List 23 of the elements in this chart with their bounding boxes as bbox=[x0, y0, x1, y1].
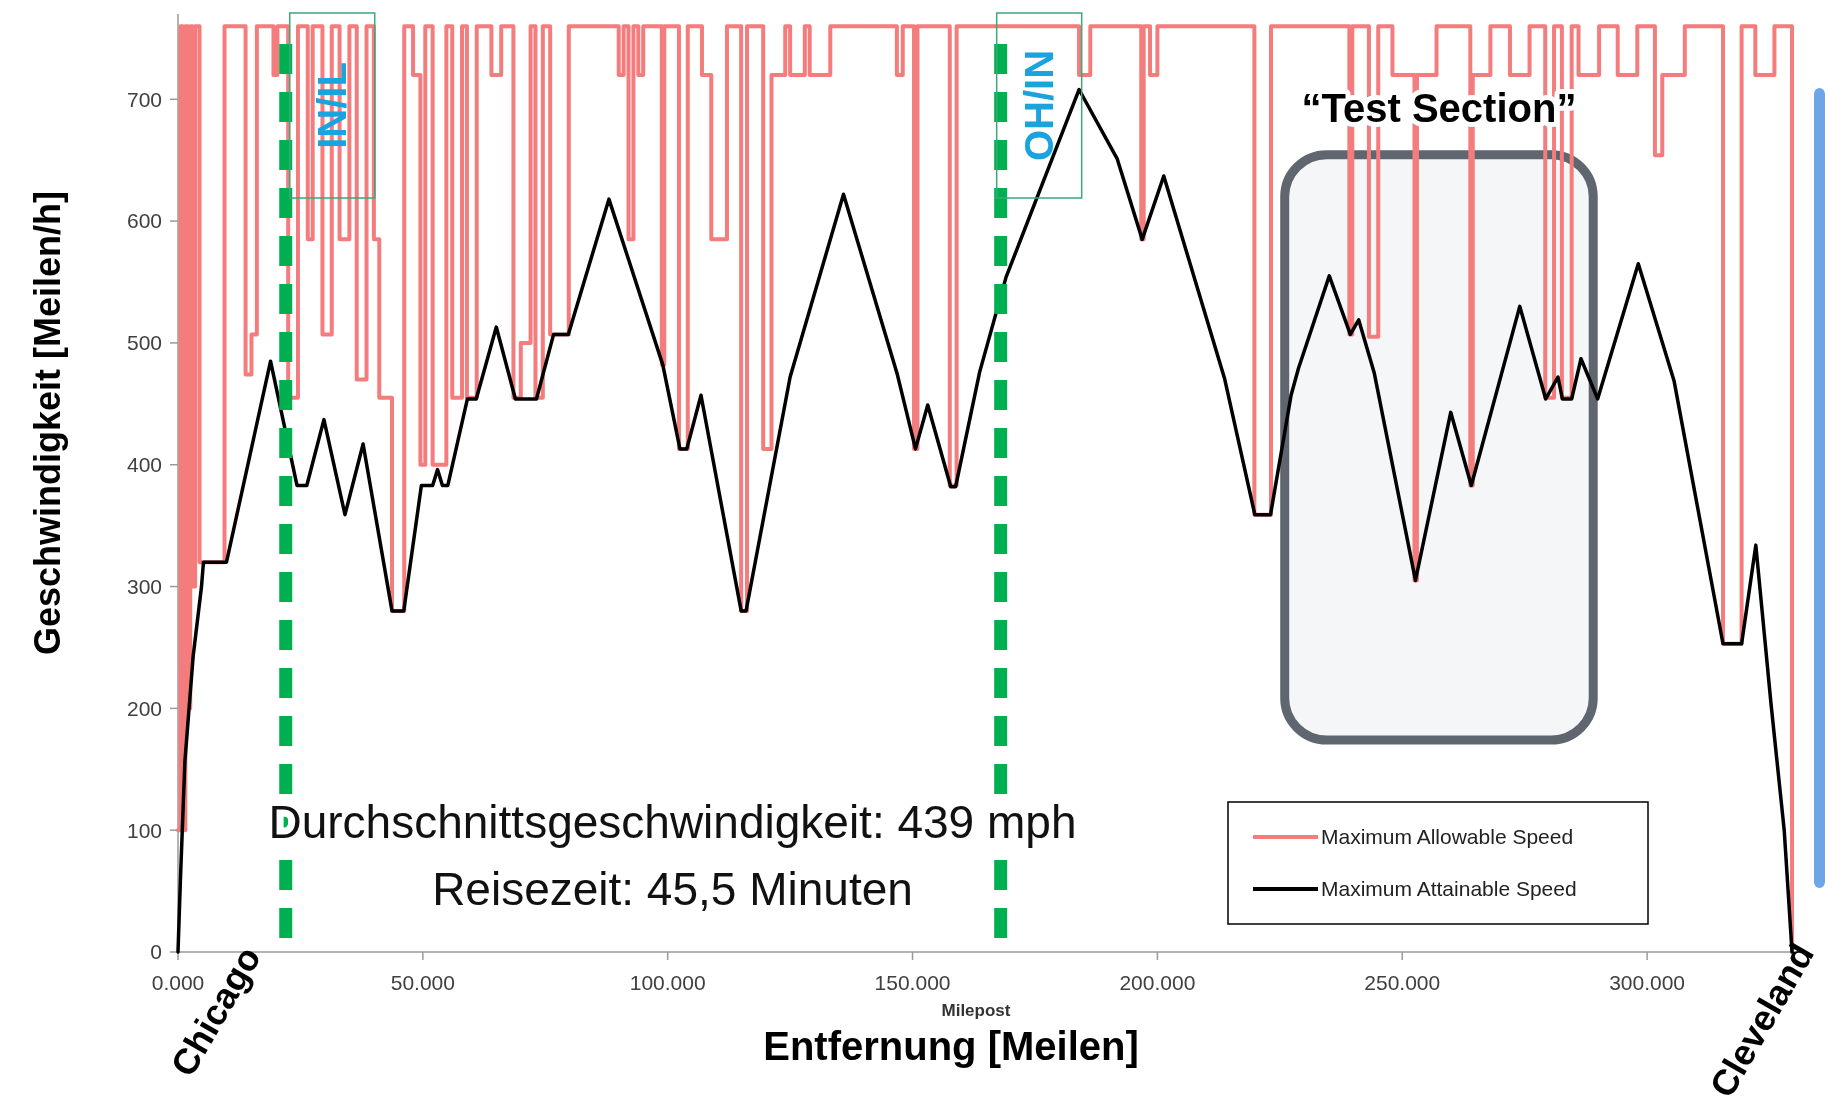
x-tick-label: 200.000 bbox=[1119, 971, 1196, 994]
legend-label: Maximum Allowable Speed bbox=[1321, 825, 1574, 849]
y-tick-label: 400 bbox=[126, 453, 162, 477]
x-tick-label: 150.000 bbox=[874, 971, 951, 994]
y-tick-label: 0 bbox=[150, 940, 162, 964]
band-label: “Test Section” bbox=[1301, 85, 1577, 130]
x-tick-label: 50.000 bbox=[390, 971, 455, 994]
legend-label: Maximum Attainable Speed bbox=[1321, 877, 1577, 901]
y-tick-label: 600 bbox=[126, 209, 162, 233]
x-axis-title: Entfernung [Meilen] bbox=[763, 1024, 1139, 1068]
x-tick-label: 100.000 bbox=[629, 971, 706, 994]
ref-line-label: OH/IN bbox=[1017, 49, 1062, 162]
y-axis-title: Geschwindigkeit [Meilen/h] bbox=[27, 190, 68, 656]
x-tick-label: 300.000 bbox=[1609, 971, 1686, 994]
x-tick-label: 250.000 bbox=[1364, 971, 1441, 994]
y-tick-label: 100 bbox=[126, 818, 162, 842]
y-tick-label: 300 bbox=[126, 574, 162, 598]
ref-line-label: IN/IL bbox=[310, 62, 355, 149]
y-tick-label: 700 bbox=[126, 87, 162, 111]
y-tick-label: 500 bbox=[126, 331, 162, 355]
annotation: Reisezeit: 45,5 Minuten bbox=[432, 863, 913, 915]
y-tick-label: 200 bbox=[126, 696, 162, 720]
text: Milepost bbox=[941, 1001, 1011, 1020]
